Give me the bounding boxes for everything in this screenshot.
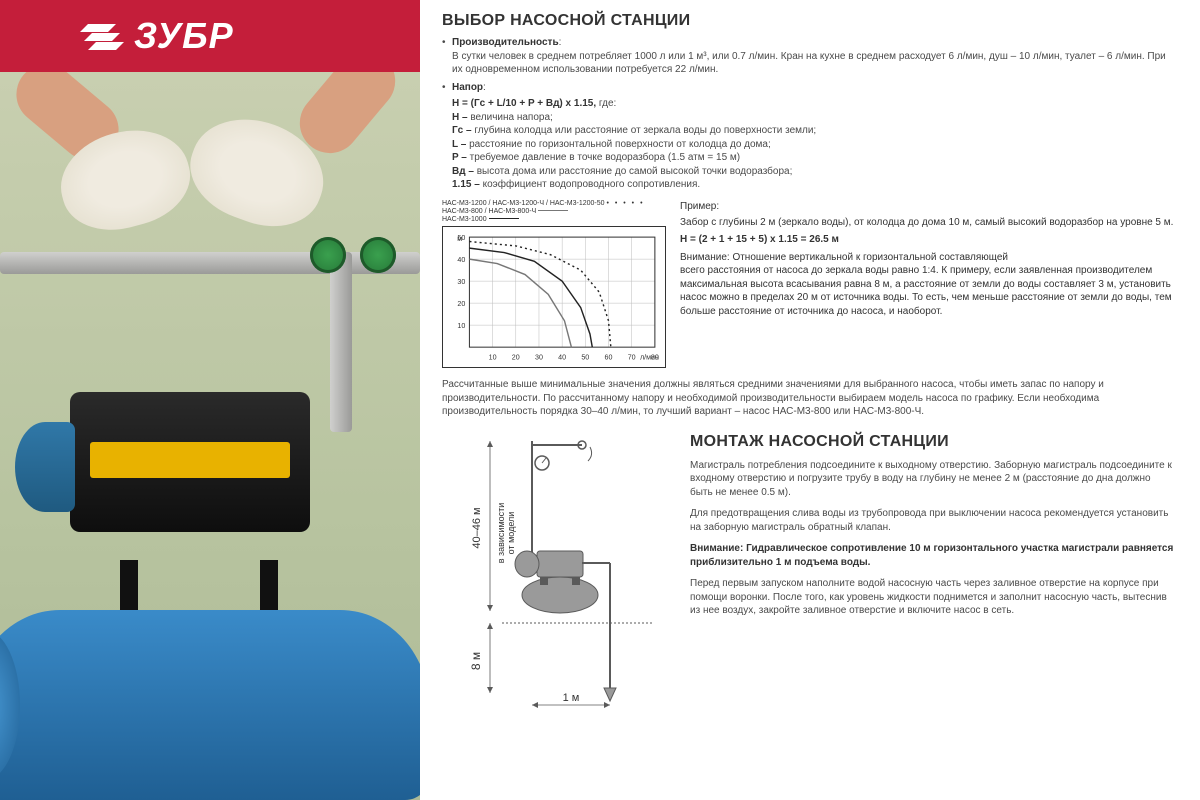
head-label: Напор: [452, 82, 483, 93]
svg-text:30: 30: [535, 353, 543, 361]
product-photo: [0, 72, 420, 800]
summary-paragraph: Рассчитанные выше минимальные значения д…: [442, 378, 1176, 419]
install-diagram: 40–46 м в зависимостиот модели 8 м 1 м: [442, 433, 672, 713]
install-p2: Для предотвращения слива воды из трубопр…: [690, 507, 1176, 534]
svg-text:в зависимости: в зависимости: [496, 502, 506, 563]
svg-text:от модели: от модели: [506, 511, 516, 554]
perf-item: Производительность: В сутки человек в ср…: [442, 36, 1176, 77]
perf-text: В сутки человек в среднем потребляет 100…: [452, 51, 1166, 76]
svg-text:50: 50: [581, 353, 589, 361]
head-item: Напор: H = (Гс + L/10 + P + Вд) х 1.15, …: [442, 81, 1176, 192]
example-block: Пример: Забор с глубины 2 м (зеркало вод…: [680, 200, 1176, 369]
install-text: МОНТАЖ НАСОСНОЙ СТАНЦИИ Магистраль потре…: [690, 433, 1176, 713]
install-p1: Магистраль потребления подсоедините к вы…: [690, 459, 1176, 500]
chart-block: НАС-М3-1200 / НАС-М3-1200-Ч / НАС-М3-120…: [442, 200, 666, 369]
svg-text:40: 40: [457, 256, 465, 264]
svg-text:л/мин: л/мин: [640, 353, 659, 361]
svg-text:20: 20: [457, 300, 465, 308]
perf-label: Производительность: [452, 37, 559, 48]
brand-name: ЗУБР: [134, 15, 234, 57]
svg-text:40–46 м: 40–46 м: [471, 507, 483, 548]
brand-header: ЗУБР: [0, 0, 420, 72]
svg-text:30: 30: [457, 278, 465, 286]
right-column: ВЫБОР НАСОСНОЙ СТАНЦИИ Производительност…: [420, 0, 1200, 800]
left-column: ЗУБР: [0, 0, 420, 800]
svg-text:10: 10: [457, 322, 465, 330]
svg-text:20: 20: [512, 353, 520, 361]
pump-curve-chart: 10203040506070801020304050л/минм: [442, 226, 666, 368]
svg-text:м: м: [457, 235, 462, 243]
svg-text:8 м: 8 м: [469, 651, 483, 669]
section1-title: ВЫБОР НАСОСНОЙ СТАНЦИИ: [442, 12, 1176, 30]
svg-text:60: 60: [605, 353, 613, 361]
install-warn: Внимание: Гидравлическое сопротивление 1…: [690, 542, 1176, 569]
spec-list: Производительность: В сутки человек в ср…: [442, 36, 1176, 192]
svg-text:40: 40: [558, 353, 566, 361]
install-section: 40–46 м в зависимостиот модели 8 м 1 м МОНТ…: [442, 433, 1176, 713]
svg-text:1 м: 1 м: [563, 692, 580, 704]
chart-legend: НАС-М3-1200 / НАС-М3-1200-Ч / НАС-М3-120…: [442, 200, 666, 224]
svg-text:70: 70: [628, 353, 636, 361]
install-p3: Перед первым запуском наполните водой на…: [690, 577, 1176, 618]
brand-icon: [80, 18, 124, 54]
chart-row: НАС-М3-1200 / НАС-М3-1200-Ч / НАС-М3-120…: [442, 200, 1176, 369]
head-def-lines: H = (Гс + L/10 + P + Вд) х 1.15, где: H …: [452, 97, 1176, 192]
svg-text:10: 10: [489, 353, 497, 361]
page: ЗУБР ВЫБОР НАСОСНОЙ СТАНЦИИ Производител…: [0, 0, 1200, 800]
section2-title: МОНТАЖ НАСОСНОЙ СТАНЦИИ: [690, 433, 1176, 451]
